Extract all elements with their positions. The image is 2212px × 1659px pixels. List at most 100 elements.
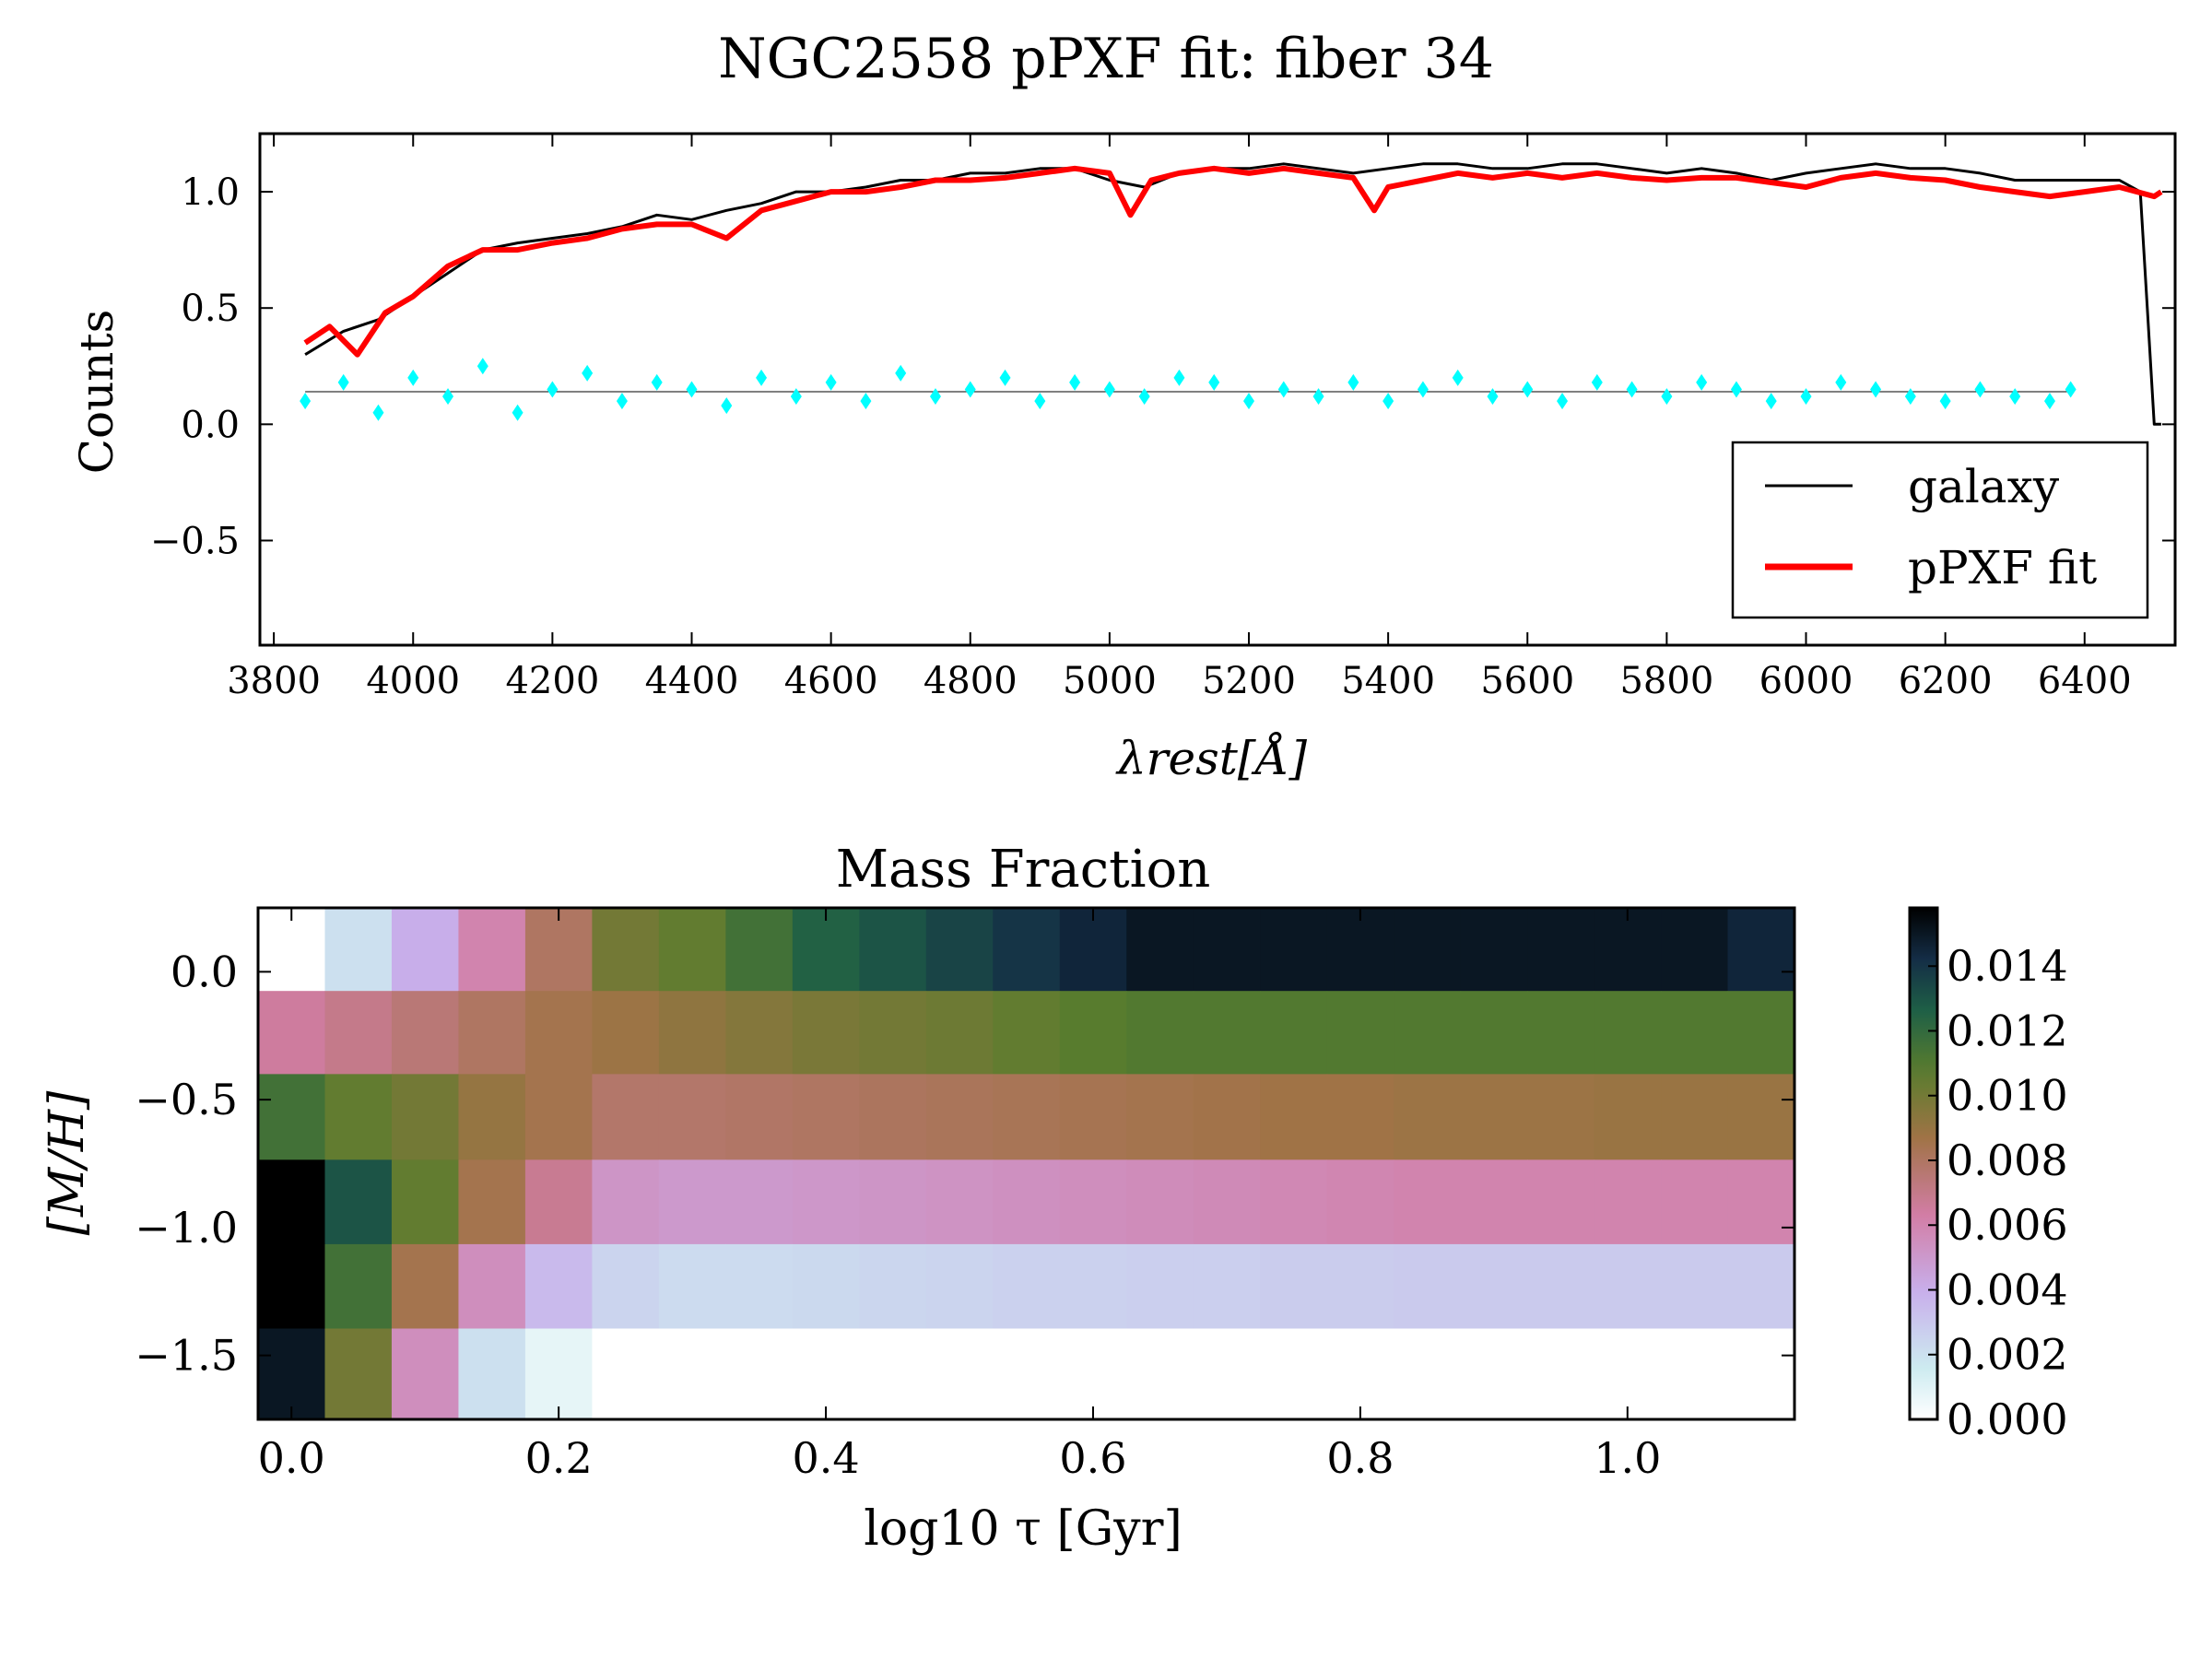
heatmap-cell: [1460, 1074, 1528, 1160]
heatmap-cell: [1193, 1328, 1261, 1420]
heatmap-cell: [524, 1074, 593, 1160]
mass-x-tick-label: 0.2: [525, 1433, 593, 1483]
heatmap-cell: [658, 1074, 726, 1160]
heatmap-cell: [859, 991, 927, 1075]
heatmap-cell: [1059, 1074, 1127, 1160]
heatmap-cell: [792, 1159, 860, 1245]
heatmap-cell: [725, 991, 794, 1075]
heatmap-cell: [458, 1159, 526, 1245]
heatmap-cell: [1661, 991, 1729, 1075]
spectrum-x-tick-label: 4200: [505, 660, 599, 702]
residual-point: [1870, 381, 1882, 398]
residual-point: [686, 381, 698, 398]
heatmap-cell: [592, 1328, 660, 1420]
heatmap-cell: [458, 1328, 526, 1420]
heatmap-cell: [1126, 1243, 1194, 1329]
heatmap-cell: [391, 1328, 459, 1420]
heatmap-cell: [592, 1074, 660, 1160]
heatmap-cell: [1594, 991, 1662, 1075]
heatmap-cell: [1594, 908, 1662, 992]
heatmap-cell: [324, 1159, 393, 1245]
heatmap-cell: [258, 1243, 325, 1329]
heatmap-cell: [859, 1159, 927, 1245]
heatmap-cell: [1326, 1243, 1394, 1329]
heatmap-cell: [925, 1159, 994, 1245]
heatmap-cell: [458, 991, 526, 1075]
residual-point: [1208, 373, 1220, 391]
mass-fraction-panel: Mass Fraction 0.0 0.2 0.4 0.6 0.8 1.0 0.0 −0.5…: [40, 840, 2068, 1557]
spectrum-axes-frame: [258, 132, 2177, 647]
heatmap-cell: [1193, 908, 1261, 992]
heatmap-cell: [792, 1328, 860, 1420]
legend-galaxy-label: galaxy: [1908, 460, 2060, 513]
heatmap-cell: [1260, 1074, 1328, 1160]
heatmap-cell: [1326, 908, 1394, 992]
heatmap-cell: [1059, 991, 1127, 1075]
mass-x-tick-label: 0.4: [792, 1433, 859, 1483]
heatmap-cell: [925, 991, 994, 1075]
residual-point: [337, 373, 349, 391]
heatmap-cell: [1394, 1159, 1462, 1245]
heatmap-cell: [993, 908, 1061, 992]
residual-point: [1765, 393, 1777, 410]
heatmap-cell: [324, 1074, 393, 1160]
heatmap-cell: [1326, 991, 1394, 1075]
residual-point: [1557, 393, 1569, 410]
colorbar-tick-label: 0.014: [1947, 941, 2068, 991]
residual-point: [721, 397, 733, 415]
heatmap-cell: [524, 991, 593, 1075]
spectrum-x-tick-label: 5600: [1480, 660, 1574, 702]
residual-point: [651, 373, 663, 391]
heatmap-cell: [1661, 1243, 1729, 1329]
heatmap-cell: [1126, 1159, 1194, 1245]
heatmap-cell: [458, 1074, 526, 1160]
heatmap-cell: [1594, 1328, 1662, 1420]
residual-point: [860, 393, 872, 410]
residual-point: [1800, 388, 1812, 406]
heatmap-cell: [1394, 1074, 1462, 1160]
heatmap-cell: [524, 1243, 593, 1329]
heatmap-cell: [1394, 991, 1462, 1075]
heatmap-cell: [1260, 1328, 1328, 1420]
spectrum-x-tick-label: 4800: [924, 660, 1018, 702]
residual-point: [1138, 388, 1150, 406]
mass-fraction-x-axis-label: log10 τ [Gyr]: [864, 1501, 1182, 1557]
heatmap-cell: [725, 1328, 794, 1420]
heatmap-cell: [792, 1243, 860, 1329]
mass-fraction-y-axis-label: [M/H]: [40, 1090, 95, 1235]
spectrum-panel: 3800 4000 4200 4400 4600 4800 5000 5200 5400 5600…: [70, 132, 2177, 785]
heatmap-cell: [1727, 991, 1795, 1075]
heatmap-cell: [258, 1328, 325, 1420]
residual-point: [1487, 388, 1499, 406]
heatmap-cell: [792, 1074, 860, 1160]
colorbar-tick-label: 0.006: [1947, 1200, 2068, 1250]
mass-y-tick-label: −1.0: [135, 1203, 238, 1253]
heatmap-cell: [1527, 1328, 1595, 1420]
spectrum-x-tick-label: 6200: [1899, 660, 1993, 702]
heatmap-cell: [1527, 1159, 1595, 1245]
mass-y-tick-label: −1.5: [135, 1331, 238, 1381]
heatmap-cell: [1527, 1074, 1595, 1160]
residual-point: [1417, 381, 1429, 398]
residual-point: [372, 404, 384, 421]
heatmap-cell: [1193, 1243, 1261, 1329]
heatmap-cell: [859, 908, 927, 992]
residual-point: [1034, 393, 1046, 410]
heatmap-cell: [1260, 991, 1328, 1075]
spectrum-x-tick-label: 4400: [645, 660, 739, 702]
mass-x-tick-label: 0.8: [1326, 1433, 1394, 1483]
residual-point: [895, 364, 907, 382]
spectrum-y-axis-label: Counts: [70, 310, 124, 475]
colorbar-tick-label: 0.000: [1947, 1394, 2068, 1444]
heatmap-cell: [1594, 1243, 1662, 1329]
spectrum-x-tick-label: 5000: [1063, 660, 1157, 702]
residual-point: [1974, 381, 1986, 398]
heatmap-cell: [658, 991, 726, 1075]
spectrum-y-tick-label: −0.5: [150, 520, 240, 562]
heatmap-cell: [592, 908, 660, 992]
residual-point: [1522, 381, 1534, 398]
residual-point: [582, 364, 594, 382]
heatmap-cell: [458, 908, 526, 992]
heatmap-cell: [925, 1074, 994, 1160]
